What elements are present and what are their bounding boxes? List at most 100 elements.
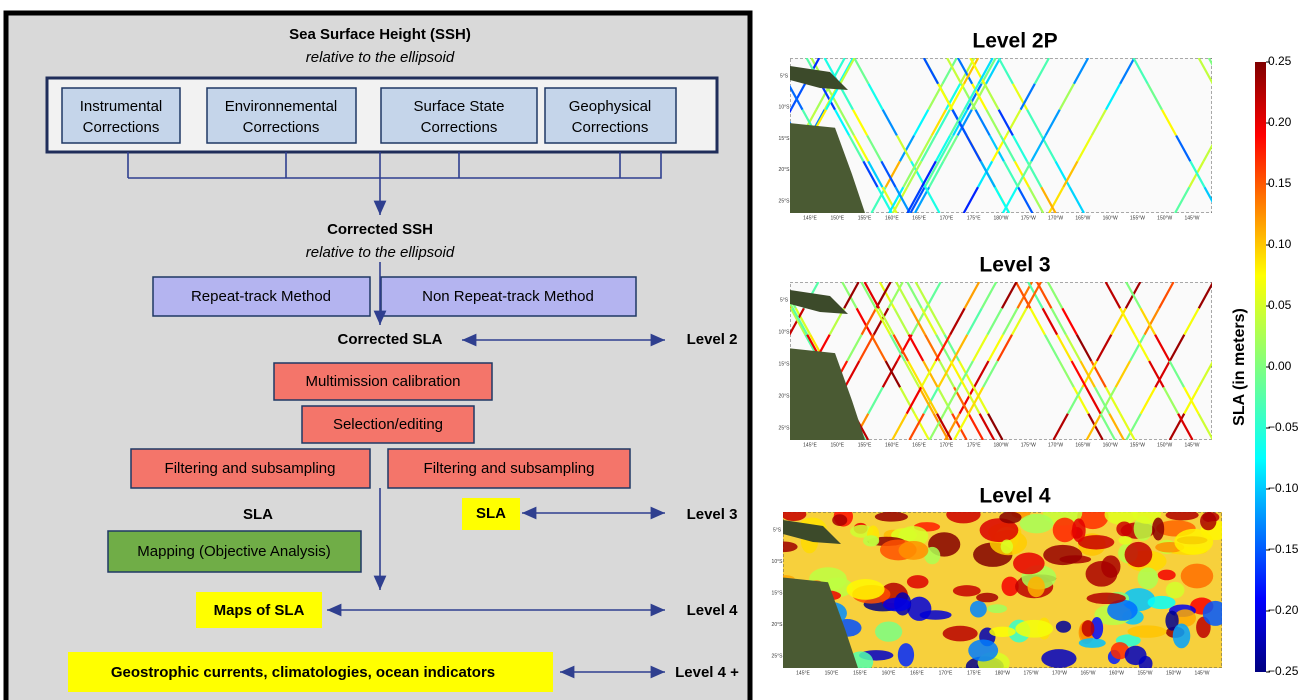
anomaly [1166, 510, 1199, 521]
map-x-label: 165°W [1080, 670, 1095, 676]
map-x-label: 175°W [1023, 670, 1038, 676]
map-x-label: 165°E [912, 215, 926, 221]
anomaly [846, 579, 884, 600]
map-y-label: 5°S [780, 73, 789, 79]
track [1243, 84, 1257, 110]
map-x-label: 170°E [940, 442, 954, 448]
map-x-label: 150°W [1157, 215, 1172, 221]
track [1300, 414, 1314, 440]
anomaly [875, 622, 902, 642]
anomaly [1127, 625, 1166, 637]
map-x-label: 180°W [993, 215, 1008, 221]
anomaly [976, 593, 998, 603]
colorbar-tick-label: −0.10 [1268, 481, 1299, 495]
track [762, 136, 776, 162]
map-y-label: 5°S [773, 527, 782, 533]
correction-label: Corrections [83, 119, 160, 136]
map-y-label: 20°S [779, 393, 791, 399]
map-x-label: 145°E [803, 215, 817, 221]
track [760, 361, 774, 387]
map-x-label: 145°W [1184, 215, 1199, 221]
correction-label: Environnemental [225, 98, 338, 115]
map-x-label: 175°W [1021, 215, 1036, 221]
method-label: Repeat-track Method [191, 288, 331, 305]
track [1300, 187, 1314, 213]
anomaly [1056, 621, 1071, 633]
track [1227, 110, 1241, 136]
map-x-label: 160°W [1109, 670, 1124, 676]
anomaly [832, 514, 847, 526]
flow-step: Corrected SLA [337, 331, 442, 348]
panel-title: Level 4 [979, 485, 1051, 508]
anomaly [999, 512, 1021, 524]
anomaly [1158, 570, 1176, 581]
colorbar [1255, 62, 1266, 672]
track [774, 58, 788, 84]
anomaly [1079, 638, 1106, 648]
flow-title: Sea Surface Height (SSH) [289, 26, 471, 43]
track [1213, 84, 1227, 110]
track [1280, 187, 1294, 213]
flow-note: relative to the ellipsoid [306, 49, 455, 66]
colorbar-tick-label: 0.25 [1268, 54, 1292, 68]
map-x-label: 170°E [940, 215, 954, 221]
map-y-label: 20°S [772, 622, 784, 628]
correction-label: Corrections [421, 119, 498, 136]
track [1241, 136, 1255, 162]
track [1286, 387, 1300, 413]
anomaly [1118, 536, 1132, 545]
flow-step: SLA [243, 506, 273, 523]
map-x-label: 150°W [1157, 442, 1172, 448]
panel-title: Level 2P [972, 30, 1057, 53]
flow-step: SLA [476, 505, 506, 522]
track [774, 161, 788, 187]
map-x-label: 155°W [1137, 670, 1152, 676]
anomaly [1043, 545, 1082, 565]
map-y-label: 15°S [779, 136, 791, 142]
anomaly [920, 610, 952, 619]
map-x-label: 165°W [1075, 442, 1090, 448]
map-x-label: 170°W [1048, 442, 1063, 448]
flow-step: Maps of SLA [214, 602, 305, 619]
track [1223, 84, 1237, 110]
colorbar-tick-label: −0.15 [1268, 542, 1299, 556]
anomaly [1087, 593, 1126, 604]
anomaly [907, 575, 929, 588]
map-x-label: 160°E [882, 670, 896, 676]
anomaly [989, 627, 1015, 637]
map-x-label: 165°E [912, 442, 926, 448]
anomaly [883, 598, 911, 612]
flow-step: Corrected SSH [327, 221, 433, 238]
track [756, 308, 770, 334]
map-x-label: 145°W [1194, 670, 1209, 676]
colorbar-tick-label: −0.20 [1268, 603, 1299, 617]
map-x-label: 145°W [1184, 442, 1199, 448]
anomaly [970, 601, 987, 618]
anomaly [968, 639, 998, 661]
colorbar-tick-label: 0.20 [1268, 115, 1292, 129]
map-x-label: 165°E [910, 670, 924, 676]
map-x-label: 170°W [1052, 670, 1067, 676]
map-x-label: 175°E [967, 670, 981, 676]
anomaly [1173, 623, 1191, 648]
correction-label: Geophysical [569, 98, 652, 115]
anomaly [1125, 542, 1153, 567]
map-x-label: 145°E [796, 670, 810, 676]
anomaly [1200, 512, 1216, 530]
map [658, 58, 1314, 213]
process-label: Selection/editing [333, 416, 443, 433]
figure: Sea Surface Height (SSH) relative to the… [0, 0, 1314, 700]
map-x-label: 155°E [858, 215, 872, 221]
level-label: Level 3 [687, 506, 738, 523]
map-x-label: 160°W [1103, 215, 1118, 221]
anomaly [1015, 620, 1053, 638]
anomaly [781, 508, 806, 521]
map-y-label: 15°S [772, 590, 784, 596]
map-x-label: 175°E [967, 215, 981, 221]
map-x-label: 155°W [1130, 215, 1145, 221]
map-x-label: 175°W [1021, 442, 1036, 448]
colorbar-tick-label: 0.00 [1268, 359, 1292, 373]
track [1271, 136, 1285, 162]
anomaly [769, 541, 797, 552]
anomaly [1101, 555, 1120, 578]
